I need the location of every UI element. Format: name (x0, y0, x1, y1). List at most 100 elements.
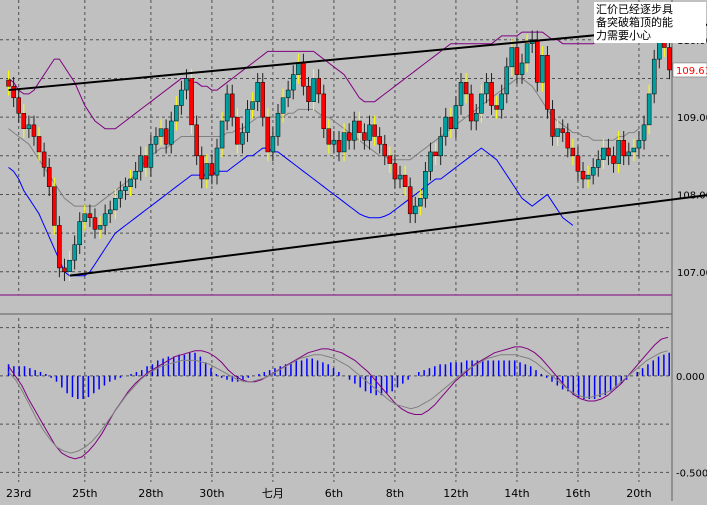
candle-body (611, 155, 616, 164)
candle-body (519, 62, 525, 75)
candle-body (468, 93, 474, 122)
price-axis-tick-label: 107.00 (677, 268, 707, 279)
candle-body (16, 97, 21, 114)
candle-body (484, 82, 489, 95)
candle-body (102, 213, 108, 226)
candle-body (514, 47, 520, 75)
candle-body (596, 159, 601, 168)
candle-body (560, 128, 565, 133)
macd-signal-line (8, 350, 668, 454)
candle-body (504, 66, 510, 95)
candle-body (341, 132, 347, 153)
candle-body (336, 140, 342, 153)
candle-body (311, 78, 316, 102)
candle-body (77, 221, 82, 245)
chart-annotation: 汇价已经逐步具 备突破箱顶的能 力需要小心 (594, 2, 706, 43)
candle-body (326, 128, 332, 145)
annotation-line: 备突破箱顶的能 (596, 16, 673, 29)
candle-body (626, 151, 632, 157)
candle-body (296, 62, 301, 75)
candle-body (448, 116, 454, 129)
candle-body (367, 124, 372, 141)
candle-body (62, 267, 67, 273)
candle-body (194, 124, 199, 157)
candle-body (113, 198, 118, 211)
candle-body (458, 82, 464, 106)
candle-body (290, 74, 296, 91)
candle-body (438, 136, 443, 157)
candle-body (260, 82, 265, 118)
candle-body (36, 136, 42, 153)
candle-body (240, 132, 245, 145)
candle-body (423, 171, 428, 199)
candle-body (107, 209, 113, 215)
candle-body (499, 93, 504, 110)
x-axis-tick-label: 14th (504, 487, 529, 500)
candle-body (651, 58, 657, 95)
candle-body (72, 244, 77, 261)
candle-body (250, 101, 255, 110)
candle-body (92, 217, 98, 230)
candle-body (565, 132, 571, 149)
candle-body (590, 167, 596, 176)
candle-body (443, 116, 449, 137)
candle-body (646, 93, 652, 126)
candle-body (31, 124, 37, 137)
x-axis-tick-label: 28th (138, 487, 163, 500)
candle-body (26, 124, 32, 129)
candle-body (46, 167, 52, 187)
candle-body (382, 143, 388, 157)
candle-body (52, 186, 57, 226)
price-axis-tick-label: 109.00 (677, 113, 707, 124)
candle-body (138, 155, 143, 172)
candle-body (585, 174, 591, 180)
candle-body (255, 82, 260, 102)
candle-body (667, 47, 672, 71)
candle-body (580, 171, 586, 180)
candle-body (204, 163, 210, 180)
x-axis-tick-label: 30th (199, 487, 224, 500)
candle-body (184, 78, 189, 91)
candle-body (636, 140, 642, 149)
candle-body (174, 105, 179, 122)
candle-body (601, 147, 606, 160)
x-axis-tick-label: 6th (325, 487, 343, 500)
candle-body (346, 132, 352, 141)
candle-body (641, 124, 647, 141)
candle-body (118, 190, 123, 199)
candle-body (397, 174, 403, 180)
candle-body (555, 128, 560, 137)
candle-body (631, 147, 637, 153)
channel-lower-line (69, 194, 707, 277)
macd-axis-tick-label: -0.500 (676, 468, 707, 479)
candle-body (143, 155, 149, 168)
candle-body (479, 93, 484, 114)
candle-body (570, 147, 576, 157)
candle-body (357, 120, 362, 133)
x-axis-tick-label: 12th (443, 487, 468, 500)
candle-body (407, 186, 413, 215)
bollinger-lower-line (8, 147, 574, 277)
x-axis-tick-label: 23rd (6, 487, 31, 500)
x-axis-tick-label: 20th (626, 487, 651, 500)
candle-body (413, 205, 418, 215)
candle-body (280, 97, 286, 114)
candle-body (214, 147, 220, 176)
candle-body (606, 147, 611, 157)
candle-body (163, 128, 169, 145)
candle-body (402, 174, 408, 187)
candle-body (265, 116, 271, 153)
candle-body (428, 151, 433, 172)
candle-body (463, 82, 469, 95)
candle-body (621, 140, 626, 157)
annotation-line: 汇价已经逐步具 (596, 3, 673, 16)
candle-body (362, 132, 367, 141)
last-price-tag: 109.61 (676, 66, 707, 77)
candle-body (41, 151, 47, 168)
candle-body (11, 85, 16, 99)
last-price-tag-box (672, 62, 707, 78)
candle-body (57, 225, 62, 269)
candle-body (82, 213, 88, 222)
candle-body (306, 85, 311, 102)
